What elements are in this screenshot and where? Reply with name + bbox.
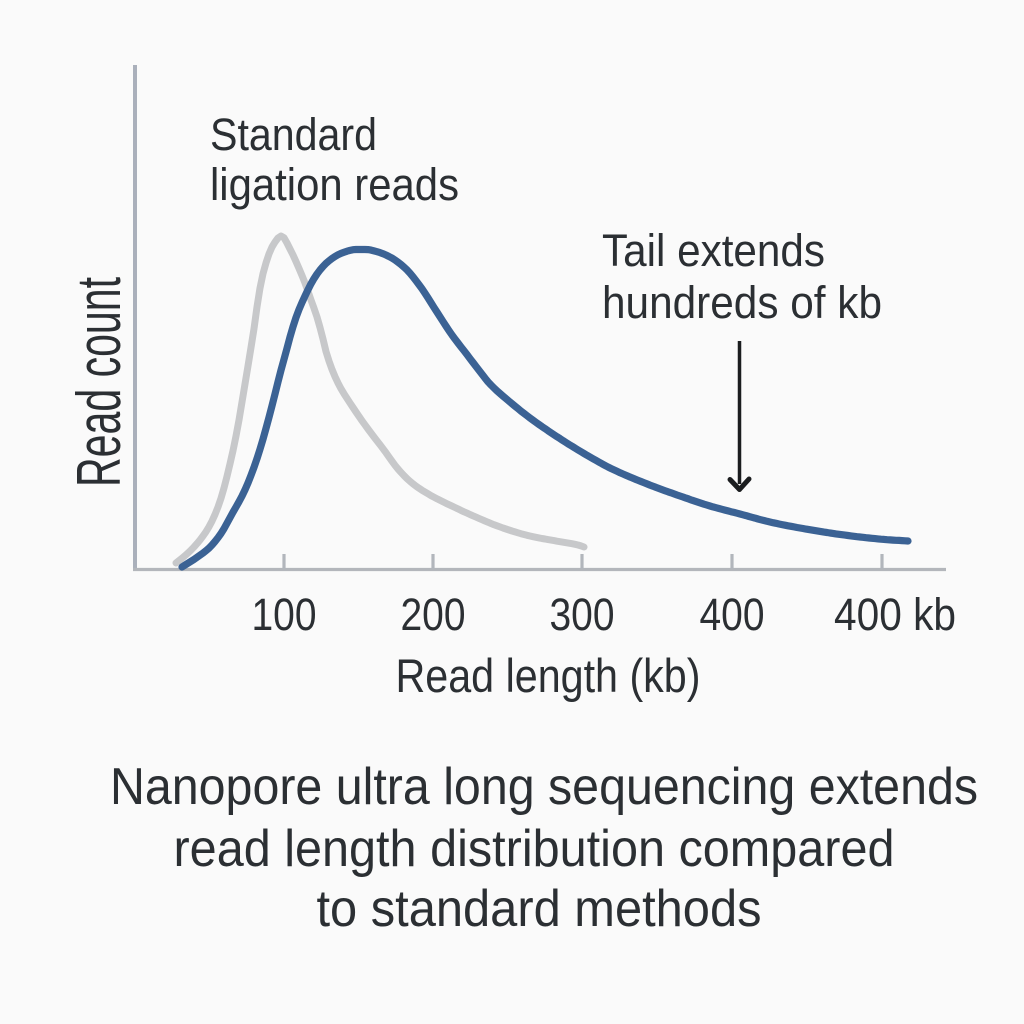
svg-text:Nanopore ultra long sequencing: Nanopore ultra long sequencing extends — [110, 758, 978, 816]
svg-text:200: 200 — [401, 589, 466, 640]
svg-text:Read count: Read count — [64, 277, 134, 487]
svg-text:read length distribution compa: read length distribution compared — [174, 820, 895, 878]
svg-text:ligation reads: ligation reads — [210, 159, 459, 210]
svg-text:300: 300 — [550, 589, 615, 640]
svg-text:hundreds of kb: hundreds of kb — [602, 277, 882, 328]
svg-text:Standard: Standard — [210, 109, 377, 160]
svg-text:Read length (kb): Read length (kb) — [396, 649, 701, 702]
svg-text:Tail extends: Tail extends — [602, 225, 825, 276]
svg-text:400 kb: 400 kb — [834, 589, 956, 640]
svg-text:to standard methods: to standard methods — [317, 880, 762, 938]
svg-text:100: 100 — [252, 589, 317, 640]
svg-text:400: 400 — [700, 589, 765, 640]
